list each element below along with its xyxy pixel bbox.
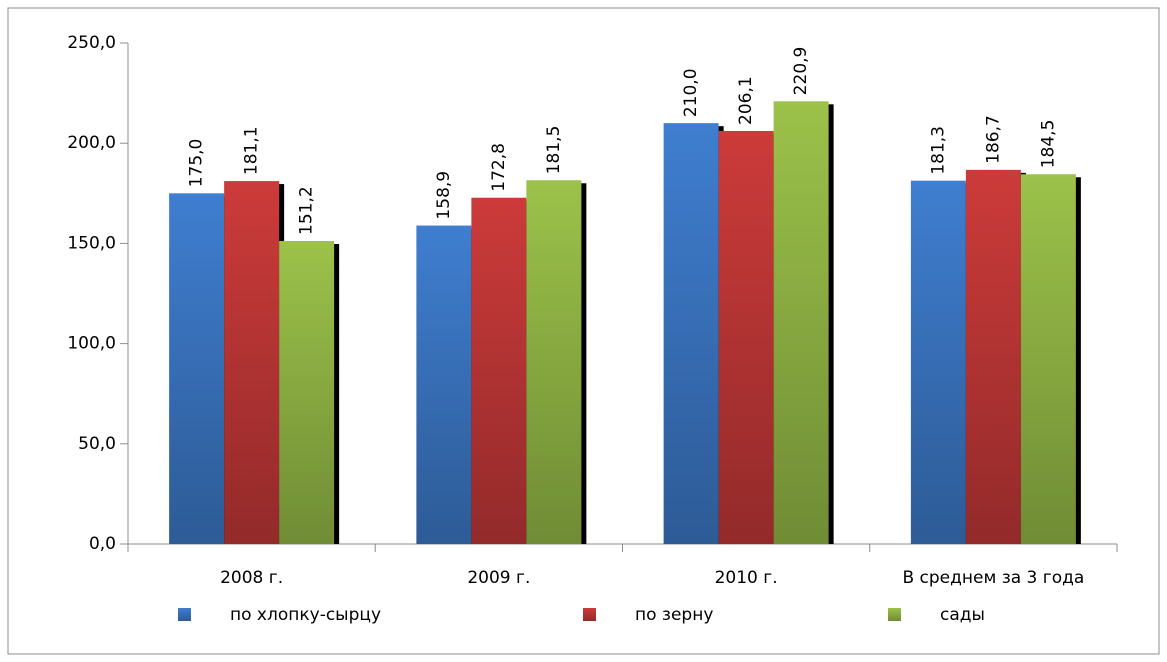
legend-swatch xyxy=(178,608,191,621)
y-tick-label: 150,0 xyxy=(67,233,116,253)
y-tick-label: 200,0 xyxy=(67,133,116,153)
bar xyxy=(910,180,966,544)
value-label: 158,9 xyxy=(434,171,454,220)
value-label: 210,0 xyxy=(681,68,701,117)
bar xyxy=(773,101,829,544)
value-label: 151,2 xyxy=(297,186,317,235)
value-label: 184,5 xyxy=(1038,120,1058,169)
value-label: 206,1 xyxy=(736,76,756,125)
x-tick-label: 2009 г. xyxy=(467,568,530,588)
bar xyxy=(279,240,335,545)
value-label: 186,7 xyxy=(983,115,1003,164)
bar xyxy=(718,130,774,545)
value-label: 175,0 xyxy=(187,139,207,188)
y-tick-label: 250,0 xyxy=(67,33,116,53)
legend-label: по хлопку-сырцу xyxy=(230,605,381,625)
bar xyxy=(965,169,1021,544)
bar xyxy=(169,193,225,545)
value-label: 181,5 xyxy=(544,126,564,175)
legend-swatch xyxy=(888,608,901,621)
y-tick-label: 100,0 xyxy=(67,334,116,354)
legend-label: сады xyxy=(940,605,985,625)
bar xyxy=(526,180,582,545)
legend-label: по зерну xyxy=(635,605,713,625)
bar xyxy=(416,225,472,545)
bar xyxy=(224,181,280,544)
legend-swatch xyxy=(583,608,596,621)
x-tick-label: 2008 г. xyxy=(220,568,283,588)
value-label: 181,3 xyxy=(928,126,948,175)
value-label: 220,9 xyxy=(791,47,811,96)
bar xyxy=(663,123,719,544)
x-tick-label: В среднем за 3 года xyxy=(902,568,1084,588)
y-tick-label: 0,0 xyxy=(89,534,116,554)
bar xyxy=(1020,174,1076,544)
x-tick-label: 2010 г. xyxy=(715,568,778,588)
bar xyxy=(471,197,527,544)
value-label: 172,8 xyxy=(489,143,509,192)
y-tick-label: 50,0 xyxy=(78,434,116,454)
value-label: 181,1 xyxy=(242,126,262,175)
